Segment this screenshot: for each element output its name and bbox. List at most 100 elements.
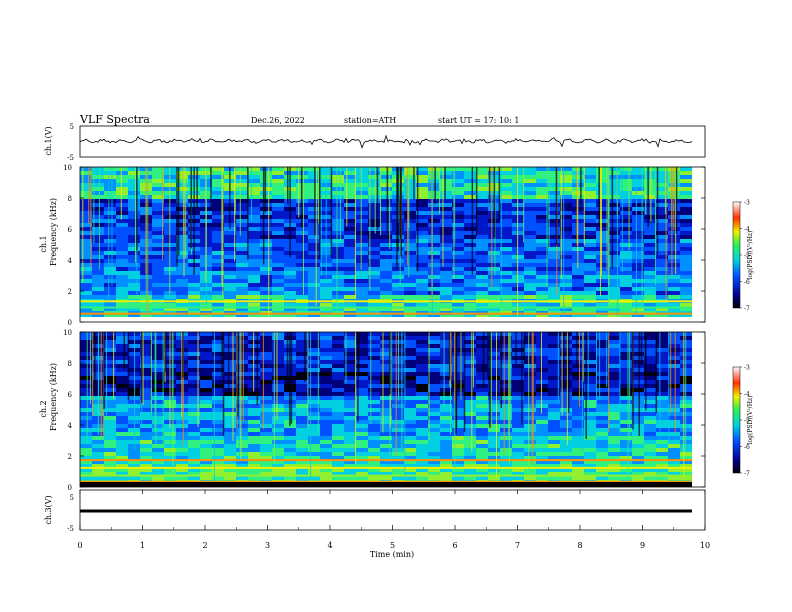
spectrogram-cell: [248, 295, 260, 299]
spectrogram-cell: [404, 372, 416, 376]
spectrogram-cell: [608, 195, 620, 199]
spectrogram-cell: [356, 392, 368, 396]
spectrogram-cell: [632, 332, 644, 336]
freq-tick-label: 4: [68, 422, 73, 430]
spectrogram-cell: [344, 428, 356, 432]
spectrogram-cell: [128, 380, 140, 384]
dark-streak: [227, 332, 230, 394]
spectrogram-cell: [500, 235, 512, 239]
spectrogram-cell: [92, 476, 104, 480]
spectrogram-cell: [584, 251, 596, 255]
spectrogram-cell: [188, 456, 200, 460]
spectrogram-cell: [476, 436, 488, 440]
ch1-colorbar: [732, 201, 741, 309]
spectrogram-cell: [560, 424, 572, 428]
spectrogram-cell: [104, 171, 116, 175]
spectrogram-cell: [440, 231, 452, 235]
sferic-streak: [606, 167, 608, 271]
spectrogram-cell: [272, 303, 284, 307]
spectrogram-cell: [116, 384, 128, 388]
spectrogram-cell: [548, 279, 560, 283]
spectrogram-cell: [548, 424, 560, 428]
spectrogram-cell: [608, 428, 620, 432]
sferic-streak: [453, 167, 455, 280]
spectrogram-cell: [476, 219, 488, 223]
spectrogram-cell: [476, 283, 488, 287]
spectrogram-cell: [152, 356, 164, 360]
spectrogram-cell: [680, 199, 692, 203]
spectrogram-cell: [452, 408, 464, 412]
spectrogram-cell: [320, 372, 332, 376]
spectrogram-cell: [92, 464, 104, 468]
spectrogram-cell: [92, 247, 104, 251]
spectrogram-cell: [536, 307, 548, 311]
spectrogram-cell: [320, 440, 332, 444]
spectrogram-cell: [620, 460, 632, 464]
spectrogram-cell: [92, 231, 104, 235]
spectrogram-cell: [284, 452, 296, 456]
spectrogram-cell: [476, 476, 488, 480]
spectrogram-cell: [236, 215, 248, 219]
spectrogram-cell: [128, 251, 140, 255]
spectrogram-cell: [296, 263, 308, 267]
spectrogram-cell: [284, 259, 296, 263]
spectrogram-cell: [608, 175, 620, 179]
spectrogram-cell: [284, 307, 296, 311]
spectrogram-cell: [524, 187, 536, 191]
spectrogram-cell: [440, 239, 452, 243]
spectrogram-cell: [260, 348, 272, 352]
sferic-streak: [408, 167, 410, 278]
spectrogram-cell: [116, 271, 128, 275]
spectrogram-cell: [524, 472, 536, 476]
spectrogram-cell: [428, 440, 440, 444]
spectrogram-cell: [416, 231, 428, 235]
spectrogram-cell: [140, 436, 152, 440]
spectrogram-cell: [140, 440, 152, 444]
spectrogram-cell: [512, 360, 524, 364]
freq-tick-label: 4: [68, 257, 73, 265]
spectrogram-cell: [200, 472, 212, 476]
spectrogram-cell: [644, 207, 656, 211]
spectrogram-cell: [668, 380, 680, 384]
spectrogram-cell: [128, 344, 140, 348]
spectrogram-cell: [524, 448, 536, 452]
spectrogram-cell: [428, 235, 440, 239]
spectrogram-cell: [272, 223, 284, 227]
spectrogram-cell: [332, 364, 344, 368]
spectrogram-cell: [428, 400, 440, 404]
spectrogram-cell: [344, 384, 356, 388]
spectrogram-cell: [152, 332, 164, 336]
spectrogram-cell: [104, 211, 116, 215]
spectrogram-cell: [596, 356, 608, 360]
spectrogram-cell: [440, 199, 452, 203]
spectrogram-cell: [152, 307, 164, 311]
spectrogram-cell: [212, 356, 224, 360]
sferic-streak: [93, 167, 95, 244]
spectrogram-cell: [260, 428, 272, 432]
spectrogram-cell: [404, 239, 416, 243]
spectrogram-cell: [452, 263, 464, 267]
spectrogram-cell: [128, 195, 140, 199]
spectrogram-cell: [608, 340, 620, 344]
spectrogram-cell: [356, 368, 368, 372]
spectrogram-cell: [416, 259, 428, 263]
spectrogram-cell: [500, 444, 512, 448]
spectrogram-cell: [104, 472, 116, 476]
spectrogram-cell: [356, 223, 368, 227]
spectrogram-cell: [368, 211, 380, 215]
spectrogram-cell: [224, 239, 236, 243]
spectrogram-cell: [584, 420, 596, 424]
spectrogram-cell: [536, 428, 548, 432]
spectrogram-cell: [128, 396, 140, 400]
spectrogram-cell: [296, 432, 308, 436]
spectrogram-cell: [404, 400, 416, 404]
spectrogram-cell: [404, 283, 416, 287]
spectrogram-cell: [140, 376, 152, 380]
spectrogram-cell: [452, 332, 464, 336]
sferic-streak: [135, 167, 136, 263]
spectrogram-cell: [368, 472, 380, 476]
spectrogram-cell: [224, 360, 236, 364]
spectrogram-cell: [416, 279, 428, 283]
spectrogram-cell: [644, 416, 656, 420]
spectrogram-cell: [500, 356, 512, 360]
